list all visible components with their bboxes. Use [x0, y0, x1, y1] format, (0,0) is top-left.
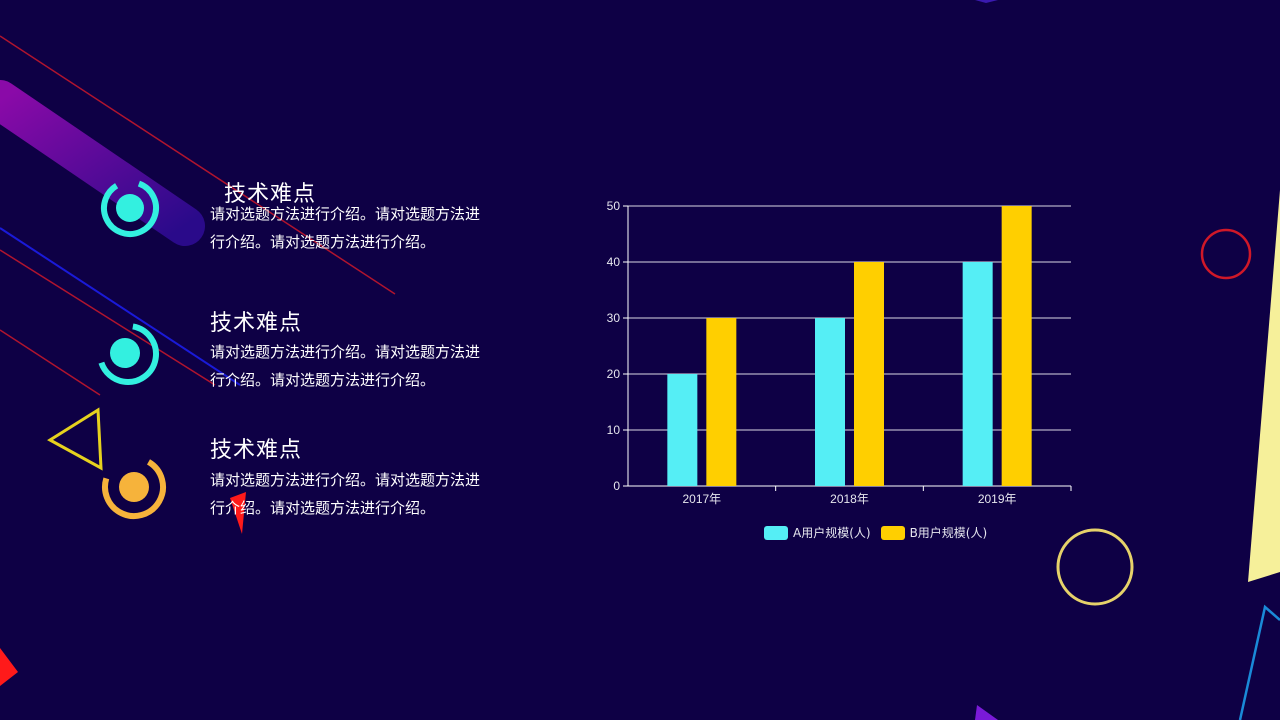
y-tick-label: 0: [613, 479, 620, 493]
decor-triangle-outline-yellow: [47, 407, 103, 471]
legend-item-series-b[interactable]: B用户规模(人): [880, 524, 988, 541]
target-icon: [101, 179, 159, 237]
decor-triangle-red-small: [230, 492, 246, 534]
legend-swatch-a: [764, 525, 788, 540]
decor-line-red-3: [0, 329, 101, 396]
y-tick-label: 30: [607, 311, 621, 325]
bar: [815, 318, 845, 486]
decor-triangle-purple: [975, 705, 998, 720]
y-tick-label: 20: [607, 367, 621, 381]
item-icons: [97, 179, 166, 519]
decor-top-sliver: [975, 0, 998, 3]
legend-item-series-a[interactable]: A用户规模(人): [764, 524, 871, 541]
x-tick-label: 2017年: [682, 492, 721, 506]
decor-line-red-2: [0, 249, 216, 386]
y-tick-label: 50: [607, 199, 621, 213]
item-3-description: 请对选题方法进行介绍。请对选题方法进行介绍。请对选题方法进行介绍。: [210, 471, 481, 517]
decor-shard-pale-yellow: [1248, 190, 1280, 582]
bar-chart: 0 10 20 30 40 50 2017年 2018年 2019年: [590, 190, 1090, 514]
decor-circle-yellow: [1056, 528, 1134, 606]
chart-legend: A用户规模(人) B用户规模(人): [764, 524, 987, 541]
item-2-description: 请对选题方法进行介绍。请对选题方法进行介绍。请对选题方法进行介绍。: [210, 343, 481, 389]
x-tick-label: 2019年: [978, 492, 1017, 506]
item-2-title: 技术难点: [210, 311, 303, 336]
target-icon: [102, 455, 166, 519]
decor-circle-red: [1200, 228, 1252, 280]
decor-triangle-red-corner: [0, 648, 18, 686]
bar: [854, 262, 884, 486]
decor-line-red-1: [0, 35, 396, 295]
legend-swatch-b: [880, 525, 905, 540]
y-tick-label: 10: [607, 423, 621, 437]
bar: [962, 262, 993, 486]
x-tick-label: 2018年: [830, 492, 869, 506]
legend-label-a: A用户规模(人): [793, 526, 871, 540]
item-1-title: 技术难点: [224, 182, 317, 207]
bar: [706, 318, 737, 486]
decor-line-blue: [0, 227, 241, 386]
bar: [1001, 206, 1032, 486]
legend-label-b: B用户规模(人): [909, 526, 988, 540]
item-3-title: 技术难点: [210, 438, 303, 463]
decor-triangle-outline-blue: [1238, 604, 1280, 720]
y-tick-label: 40: [607, 255, 621, 269]
bar: [667, 374, 698, 486]
item-1-description: 请对选题方法进行介绍。请对选题方法进行介绍。请对选题方法进行介绍。: [210, 205, 481, 251]
bar-chart-svg: 0 10 20 30 40 50 2017年 2018年 2019年: [607, 199, 1072, 506]
target-icon: [97, 323, 159, 385]
